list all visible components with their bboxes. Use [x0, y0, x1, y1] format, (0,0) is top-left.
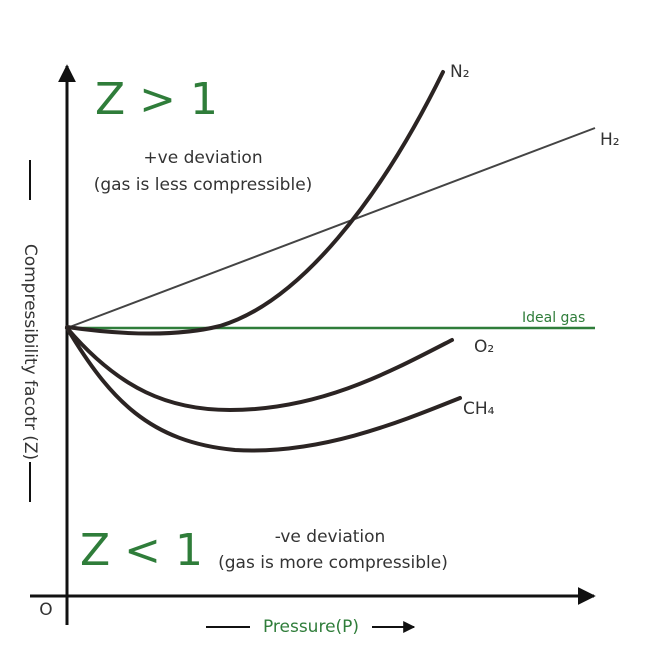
ch4-label: CH₄	[463, 399, 495, 419]
h2-label: H₂	[600, 130, 620, 150]
upper-title: +ve deviation	[143, 148, 262, 168]
n2-label: N₂	[450, 62, 470, 82]
n2-curve	[65, 70, 445, 336]
x-axis-title: Pressure(P)	[263, 617, 359, 637]
z-less-label: Z < 1	[80, 525, 203, 576]
o2-label: O₂	[474, 337, 494, 357]
y-axis-title: Compressibility facotr (Z)	[20, 244, 40, 460]
h2-line	[66, 127, 596, 329]
origin-label: O	[39, 600, 52, 620]
ch4-curve	[65, 326, 462, 453]
lower-title: -ve deviation	[275, 527, 386, 547]
z-greater-label: Z > 1	[95, 74, 218, 125]
ideal-gas-label: Ideal gas	[522, 310, 585, 326]
upper-note: (gas is less compressible)	[94, 175, 313, 195]
o2-curve	[65, 326, 454, 413]
lower-note: (gas is more compressible)	[218, 553, 448, 573]
